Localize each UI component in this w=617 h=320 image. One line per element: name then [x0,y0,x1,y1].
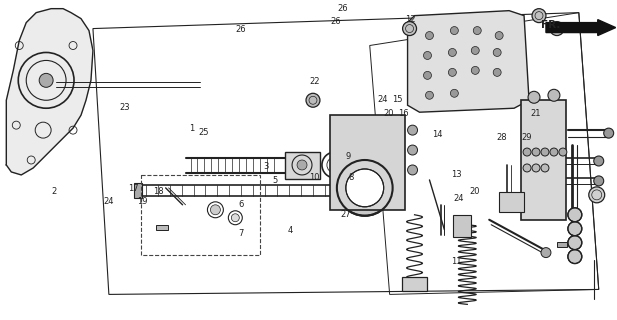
Polygon shape [6,9,93,175]
Circle shape [523,164,531,172]
Text: 11: 11 [450,258,461,267]
Text: 10: 10 [309,173,320,182]
Circle shape [594,156,603,166]
Circle shape [541,148,549,156]
Circle shape [603,128,614,138]
Circle shape [423,71,431,79]
Circle shape [568,208,582,222]
Text: 29: 29 [521,133,532,142]
Text: 19: 19 [138,197,148,206]
Circle shape [532,148,540,156]
Text: 14: 14 [433,130,443,139]
Circle shape [568,222,582,236]
Text: 12: 12 [405,15,415,24]
Circle shape [450,89,458,97]
Circle shape [306,93,320,107]
Text: 24: 24 [453,194,464,203]
Text: 6: 6 [238,200,244,209]
Circle shape [426,32,434,40]
FancyArrow shape [546,20,616,36]
Bar [155,225,168,230]
Circle shape [532,164,540,172]
Polygon shape [408,11,529,112]
Circle shape [568,250,582,264]
Circle shape [493,68,501,76]
Text: 5: 5 [272,176,277,185]
Text: 7: 7 [238,229,244,238]
Text: 4: 4 [288,226,292,235]
Bar [402,277,428,292]
Text: 8: 8 [349,173,354,182]
Circle shape [449,68,457,76]
Circle shape [532,9,546,23]
Circle shape [528,91,540,103]
Circle shape [568,236,582,250]
Text: 21: 21 [531,109,541,118]
Circle shape [408,165,418,175]
Circle shape [473,27,481,35]
Circle shape [39,73,53,87]
Circle shape [541,248,551,258]
Text: 2: 2 [51,188,56,196]
Text: 16: 16 [399,109,409,118]
Text: 25: 25 [199,128,209,137]
Bar [141,175,260,255]
Circle shape [550,148,558,156]
Text: 26: 26 [236,25,246,34]
Bar [453,215,471,237]
Circle shape [550,22,564,36]
Text: 18: 18 [152,188,164,196]
Text: 9: 9 [346,152,351,161]
Circle shape [423,52,431,60]
Circle shape [495,32,503,40]
Text: 24: 24 [377,95,387,104]
Circle shape [408,125,418,135]
Bar [521,100,566,220]
Bar [134,183,142,198]
Text: 28: 28 [497,133,507,142]
Text: 27: 27 [340,210,350,219]
Circle shape [450,27,458,35]
Text: FR.: FR. [542,20,561,29]
Circle shape [523,148,531,156]
Circle shape [408,145,418,155]
Circle shape [426,91,434,99]
Circle shape [210,205,220,215]
Circle shape [402,22,416,36]
Text: 13: 13 [450,170,462,179]
Bar [499,192,524,212]
Bar [365,183,373,198]
Text: 20: 20 [469,188,479,196]
Text: 26: 26 [331,17,341,26]
Circle shape [346,169,384,207]
Circle shape [559,148,567,156]
Text: 3: 3 [263,162,268,171]
Bar [557,242,567,247]
Bar [285,152,320,179]
Circle shape [337,160,392,216]
Text: 22: 22 [309,77,320,86]
Bar [330,115,405,210]
Circle shape [297,160,307,170]
Text: 20: 20 [383,109,394,118]
Circle shape [471,67,479,74]
Text: 23: 23 [119,103,130,112]
Circle shape [471,46,479,54]
Text: 26: 26 [337,4,347,13]
Text: 24: 24 [104,197,114,206]
Circle shape [449,49,457,56]
Text: 17: 17 [128,184,139,193]
Circle shape [594,176,603,186]
Text: 15: 15 [392,95,403,104]
Circle shape [231,214,239,222]
Circle shape [589,187,605,203]
Text: 1: 1 [189,124,194,132]
Circle shape [541,164,549,172]
Circle shape [493,49,501,56]
Circle shape [548,89,560,101]
